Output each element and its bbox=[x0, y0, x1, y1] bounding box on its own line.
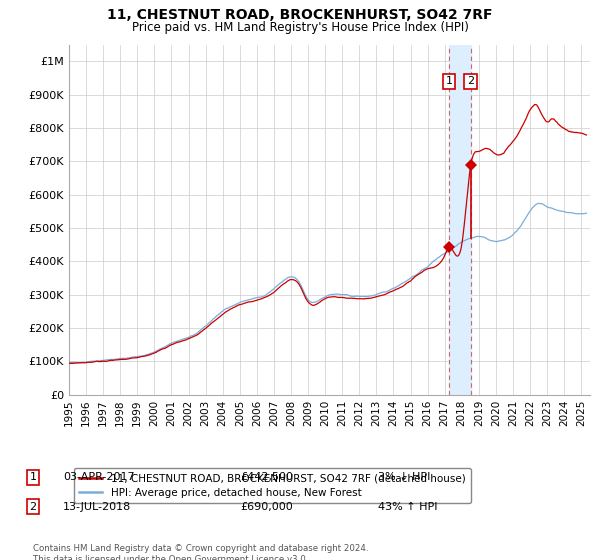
Text: 11, CHESTNUT ROAD, BROCKENHURST, SO42 7RF: 11, CHESTNUT ROAD, BROCKENHURST, SO42 7R… bbox=[107, 8, 493, 22]
Text: £442,500: £442,500 bbox=[240, 472, 293, 482]
Text: £690,000: £690,000 bbox=[240, 502, 293, 512]
Legend: 11, CHESTNUT ROAD, BROCKENHURST, SO42 7RF (detached house), HPI: Average price, : 11, CHESTNUT ROAD, BROCKENHURST, SO42 7R… bbox=[74, 468, 470, 503]
Text: 03-APR-2017: 03-APR-2017 bbox=[63, 472, 134, 482]
Text: 1: 1 bbox=[445, 77, 452, 86]
Text: 3% ↓ HPI: 3% ↓ HPI bbox=[378, 472, 430, 482]
Text: Contains HM Land Registry data © Crown copyright and database right 2024.
This d: Contains HM Land Registry data © Crown c… bbox=[33, 544, 368, 560]
Text: Price paid vs. HM Land Registry's House Price Index (HPI): Price paid vs. HM Land Registry's House … bbox=[131, 21, 469, 34]
Bar bbox=[449, 45, 471, 395]
Text: 2: 2 bbox=[29, 502, 37, 512]
Text: 1: 1 bbox=[29, 472, 37, 482]
Text: 2: 2 bbox=[467, 77, 475, 86]
Text: 13-JUL-2018: 13-JUL-2018 bbox=[63, 502, 131, 512]
Text: 43% ↑ HPI: 43% ↑ HPI bbox=[378, 502, 437, 512]
